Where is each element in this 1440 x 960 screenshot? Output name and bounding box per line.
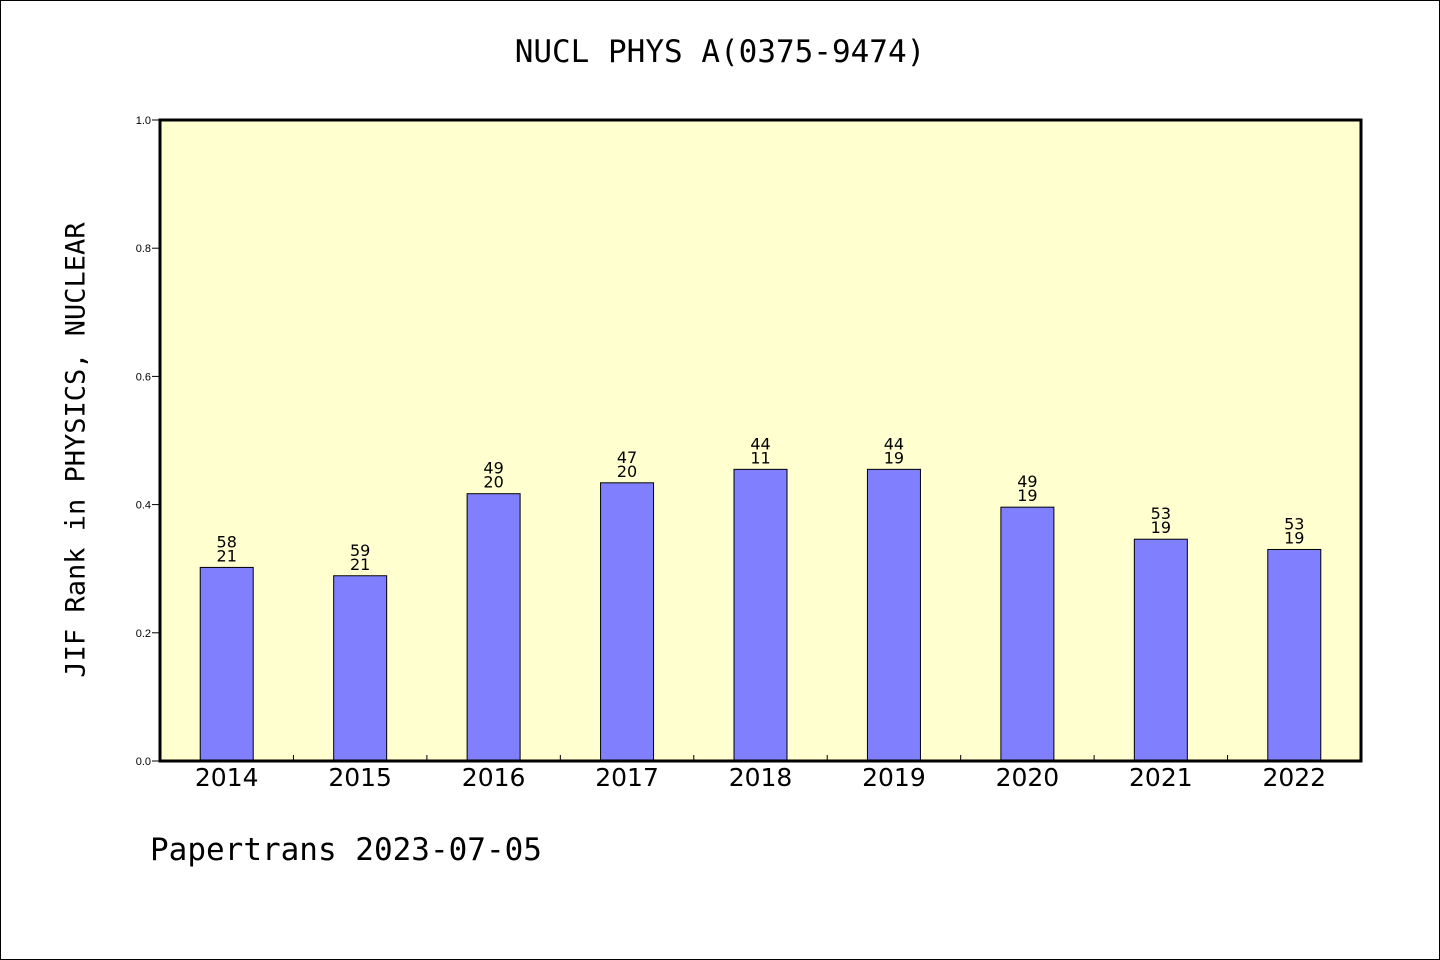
plot-border — [158, 118, 1363, 763]
bar-label-top: 44 — [750, 434, 770, 453]
bar-label-bottom: 21 — [350, 555, 370, 574]
y-tick-label: 0.2 — [136, 628, 151, 640]
bar-label-bottom: 11 — [750, 448, 770, 467]
bar-2020 — [1000, 506, 1055, 762]
y-tick-label: 0.6 — [136, 371, 151, 383]
bar-2017 — [600, 482, 655, 762]
x-tick-label: 2020 — [996, 763, 1060, 792]
y-tick-label: 0.0 — [136, 756, 151, 768]
x-tick-label: 2021 — [1129, 763, 1193, 792]
x-tick-label: 2015 — [328, 763, 392, 792]
bar-label-top: 44 — [884, 434, 904, 453]
y-tick-label: 0.4 — [136, 500, 151, 512]
bar-label-bottom: 19 — [1284, 528, 1304, 547]
x-tick-label: 2022 — [1262, 763, 1326, 792]
bar-label-bottom: 20 — [617, 462, 637, 481]
x-tick-label: 2019 — [862, 763, 926, 792]
y-tick-label: 1.0 — [136, 115, 151, 127]
footer-credit: Papertrans 2023-07-05 — [150, 832, 542, 868]
bar-label-top: 49 — [1017, 472, 1037, 491]
bar-label-top: 49 — [483, 459, 503, 478]
bar-label-top: 59 — [350, 541, 370, 560]
x-tick-label: 2018 — [729, 763, 793, 792]
chart-title: NUCL PHYS A(0375-9474) — [514, 34, 926, 70]
bar-label-bottom: 20 — [483, 473, 503, 492]
x-tick-label: 2017 — [595, 763, 659, 792]
bar-label-top: 53 — [1151, 504, 1171, 523]
bar-label-top: 47 — [617, 448, 637, 467]
bar-2016 — [466, 493, 521, 762]
bar-2022 — [1267, 548, 1322, 762]
bar-2014 — [199, 566, 254, 762]
bar-label-top: 58 — [217, 532, 237, 551]
y-tick-label: 0.8 — [136, 243, 151, 255]
bar-label-bottom: 19 — [1151, 518, 1171, 537]
x-tick-label: 2014 — [195, 763, 259, 792]
x-tick-label: 2016 — [462, 763, 526, 792]
bar-2018 — [733, 468, 788, 762]
bar-2019 — [866, 468, 921, 762]
bar-label-bottom: 19 — [884, 448, 904, 467]
bar-label-top: 53 — [1284, 514, 1304, 533]
bar-2021 — [1133, 538, 1188, 762]
bar-label-bottom: 19 — [1017, 486, 1037, 505]
bar-label-bottom: 21 — [217, 546, 237, 565]
bar-2015 — [333, 575, 388, 762]
